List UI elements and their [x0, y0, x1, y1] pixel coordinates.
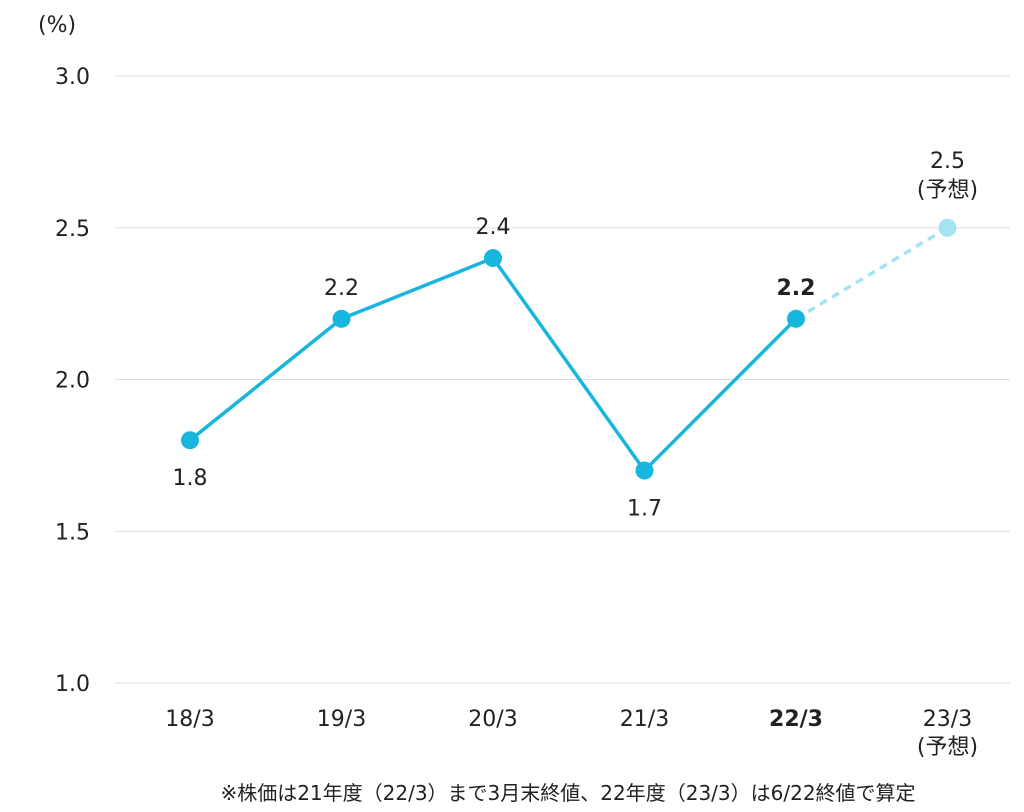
- x-tick-label: 18/3: [165, 707, 214, 732]
- data-point: [332, 309, 351, 328]
- series-points: [181, 218, 957, 480]
- data-label-note: (予想): [917, 178, 978, 203]
- y-tick-label: 1.0: [55, 672, 90, 697]
- x-tick-note: (予想): [917, 735, 978, 760]
- data-labels: 1.8 2.2 2.4 1.7 2.2 2.5 (予想): [173, 149, 979, 522]
- x-tick-label: 19/3: [317, 707, 366, 732]
- forecast-point: [938, 218, 957, 237]
- y-tick-label: 2.0: [55, 369, 90, 394]
- data-label: 2.2: [777, 276, 816, 301]
- footnote: ※株価は21年度（22/3）まで3月末終値、22年度（23/3）は6/22終値で…: [220, 781, 915, 805]
- x-tick-label: 21/3: [620, 707, 669, 732]
- gridlines: [115, 75, 1010, 684]
- y-unit-label: (%): [38, 13, 76, 38]
- series-line-actual: [188, 256, 798, 473]
- data-label: 1.8: [173, 466, 208, 491]
- x-tick-label: 22/3: [769, 707, 823, 732]
- data-point: [181, 431, 199, 450]
- data-label: 2.5: [930, 149, 965, 174]
- x-axis: 18/3 19/3 20/3 21/3 22/3 23/3 (予想): [165, 707, 978, 760]
- x-tick-label: 23/3: [923, 707, 972, 732]
- data-point: [787, 309, 805, 328]
- data-point: [484, 249, 502, 268]
- series-line-forecast: [795, 226, 949, 321]
- data-point: [635, 461, 654, 480]
- data-label: 2.2: [324, 276, 359, 301]
- y-tick-label: 2.5: [55, 217, 90, 242]
- data-label: 1.7: [627, 497, 662, 522]
- y-tick-label: 3.0: [55, 65, 90, 90]
- x-tick-label: 20/3: [468, 707, 517, 732]
- y-tick-label: 1.5: [55, 520, 90, 545]
- y-axis: 1.0 1.5 2.0 2.5 3.0: [55, 65, 90, 697]
- series-lines: [188, 226, 949, 473]
- data-label: 2.4: [476, 215, 511, 240]
